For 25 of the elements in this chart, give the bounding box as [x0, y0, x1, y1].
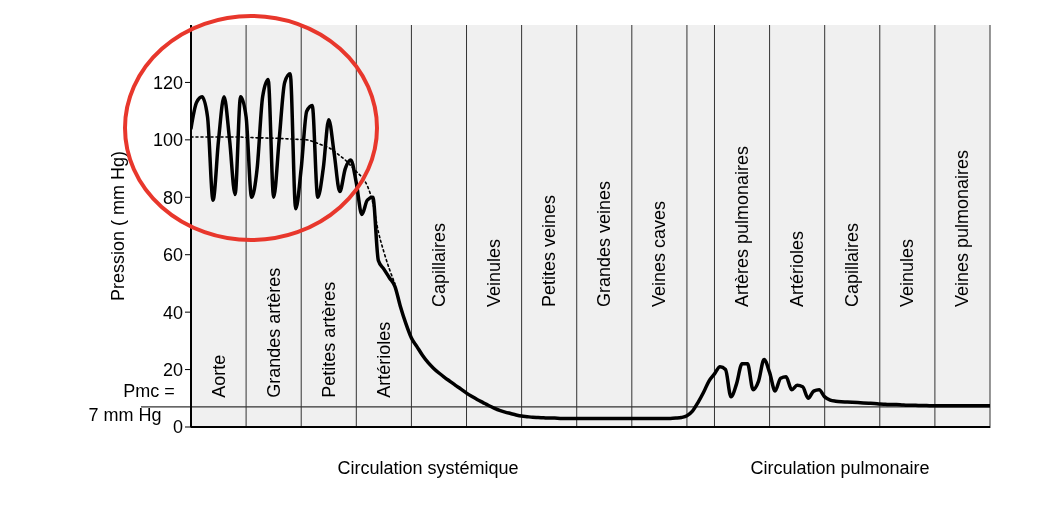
- text: Circulation pulmonaire: [750, 458, 930, 478]
- y-tick-label: 60: [162, 245, 183, 266]
- x-tick-label: Veines pulmonaires: [952, 149, 973, 308]
- y-tick-label: 20: [162, 359, 183, 380]
- x-tick-label: Grandes artères: [263, 267, 284, 398]
- x-tick-label: Capillaires: [428, 223, 449, 308]
- x-tick-label: Petites artères: [318, 281, 339, 398]
- x-tick-label: Artérioles: [787, 231, 808, 308]
- text: Circulation systémique: [337, 458, 519, 478]
- x-tick-label: Veines caves: [649, 201, 670, 308]
- ref-line-label: Pmc = 7 mm Hg: [88, 380, 175, 425]
- y-axis-title: Pression ( mm Hg): [108, 150, 129, 302]
- y-tick-label: 80: [162, 187, 183, 208]
- y-tick-label: 0: [172, 417, 183, 438]
- x-tick-label: Artères pulmonaires: [732, 146, 753, 308]
- y-tick-label: 40: [162, 302, 183, 323]
- x-tick-label: Grandes veines: [594, 181, 615, 308]
- x-tick-label: Veinules: [897, 239, 918, 308]
- x-tick-label: Veinules: [484, 239, 505, 308]
- x-tick-label: Petites veines: [539, 195, 560, 308]
- x-tick-label: Aorte: [208, 354, 229, 398]
- x-tick-label: Capillaires: [842, 223, 863, 308]
- x-tick-label: Artérioles: [373, 321, 394, 398]
- y-tick-label: 120: [152, 72, 183, 93]
- y-tick-label: 100: [152, 130, 183, 151]
